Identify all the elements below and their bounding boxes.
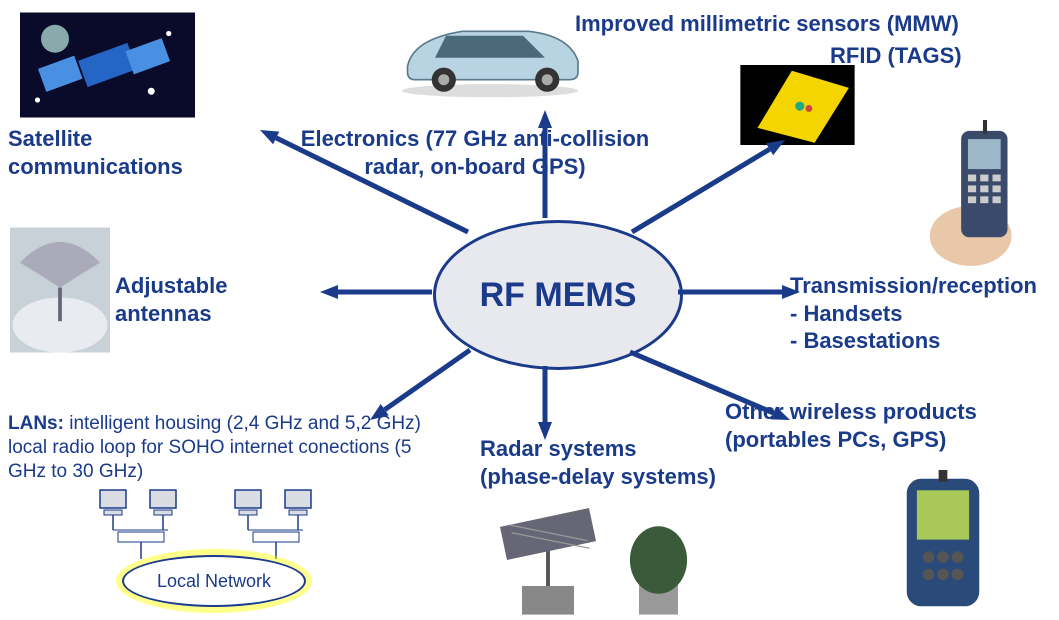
label-other-wireless: Other wireless products(portables PCs, G… xyxy=(725,398,977,453)
radar-image xyxy=(470,500,730,620)
label-lans: LANs: intelligent housing (2,4 GHz and 5… xyxy=(8,412,428,483)
phone-image xyxy=(920,120,1035,270)
local-network-oval: Local Network xyxy=(122,555,306,607)
chip-image xyxy=(740,65,855,145)
label-electronics: Electronics (77 GHz anti-collisionradar,… xyxy=(290,125,660,180)
gps-device-image xyxy=(888,470,998,615)
label-radar-systems: Radar systems(phase-delay systems) xyxy=(480,435,716,490)
label-mmw-sensors: Improved millimetric sensors (MMW) xyxy=(575,10,959,38)
label-adjustable-antennas: Adjustableantennas xyxy=(115,272,227,327)
antenna-dish-image xyxy=(10,225,110,355)
satellite-image xyxy=(20,10,195,120)
label-satellite-communications: Satellitecommunications xyxy=(8,125,183,180)
label-transmission-reception: Transmission/reception - Handsets - Base… xyxy=(790,272,1037,355)
car-image xyxy=(380,0,600,100)
hub-rf-mems: RF MEMS xyxy=(433,220,683,370)
hub-label: RF MEMS xyxy=(480,276,637,315)
diagram-canvas: RF MEMS Satellitecommunications Electron… xyxy=(0,0,1059,620)
